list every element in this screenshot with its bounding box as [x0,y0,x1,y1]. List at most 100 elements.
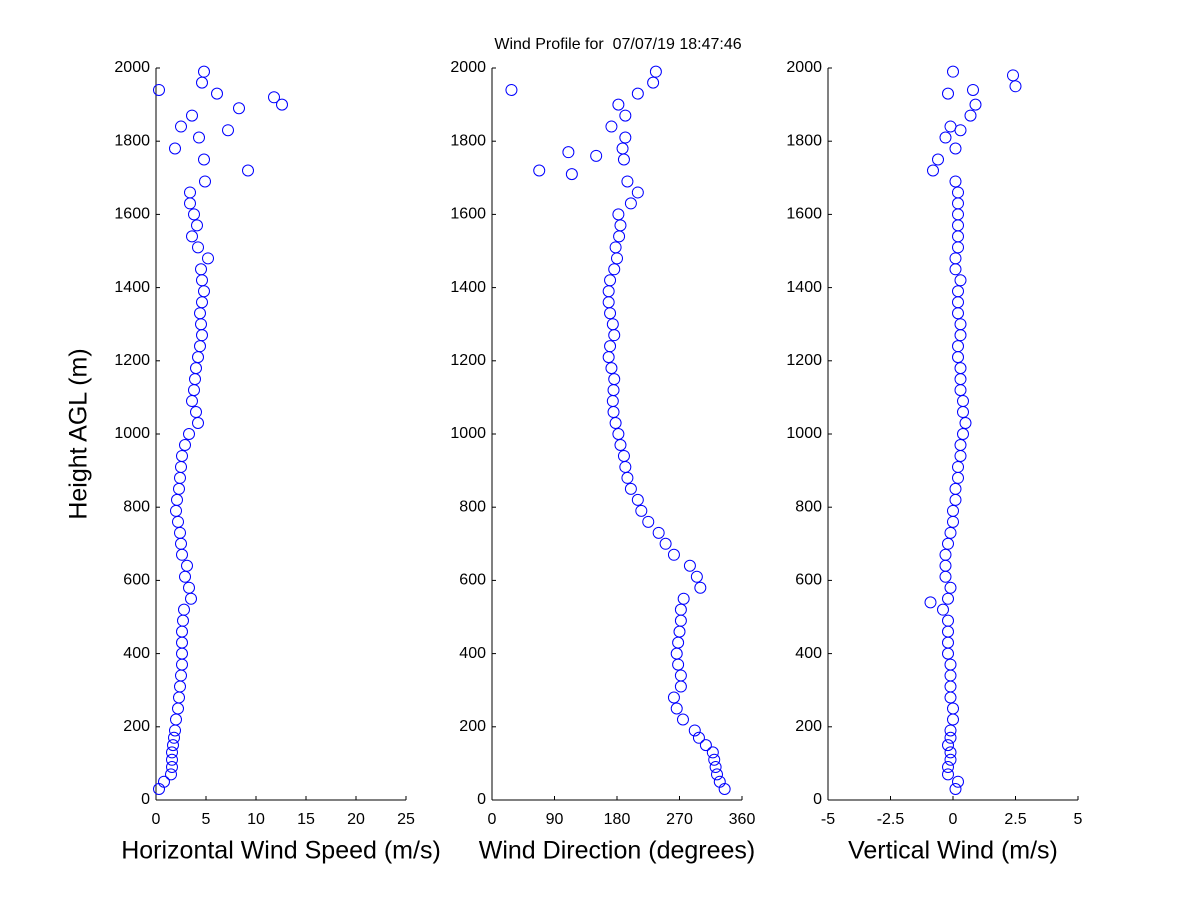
data-point [942,625,954,638]
data-point [171,493,183,506]
data-point [175,460,187,473]
data-point [612,98,625,111]
x-tick-label: 270 [666,811,693,828]
data-point [608,263,621,276]
x-tick-label: -2.5 [877,811,905,828]
data-point [604,340,617,353]
x-axis-label: Horizontal Wind Speed (m/s) [121,837,441,865]
y-tick-label: 400 [459,645,486,662]
data-point [947,65,959,78]
data-point [194,340,206,353]
data-point [621,471,634,484]
data-point [670,702,683,715]
data-point [677,592,690,605]
data-point [173,482,185,495]
y-tick-label: 600 [795,572,822,589]
data-point [952,460,964,473]
data-point [607,384,620,397]
data-point [172,702,184,715]
y-tick-label: 1600 [450,206,486,223]
data-point [169,724,181,737]
data-point [168,731,180,744]
data-point [1009,80,1022,93]
y-tick-label: 1200 [450,352,486,369]
x-tick-label: 5 [202,811,211,828]
data-point [692,731,705,744]
data-point [957,395,969,408]
data-point [616,142,629,155]
data-point [196,274,208,287]
data-point [642,515,655,528]
data-point [688,724,701,737]
data-point [947,713,959,726]
data-point [944,680,957,693]
data-point [947,702,959,715]
data-point [608,329,621,342]
x-tick-label: 90 [546,811,564,828]
data-point [190,362,202,375]
data-point [607,406,620,419]
data-point [153,783,165,796]
data-point [612,428,625,440]
data-point [177,614,189,627]
data-point [605,362,618,375]
data-point [170,713,182,726]
data-point [952,340,964,353]
data-point [276,98,288,111]
data-point [924,596,937,609]
data-point [192,417,204,430]
data-point [942,614,954,627]
data-point [165,768,177,781]
data-point [944,724,957,737]
y-tick-label: 1200 [786,352,822,369]
y-tick-label: 800 [795,498,822,515]
y-tick-label: 600 [123,572,150,589]
data-point [944,669,957,682]
data-point [672,658,685,671]
data-point [674,614,687,627]
data-point [185,592,197,605]
data-point [631,186,644,199]
data-point [170,504,182,517]
data-point [181,559,193,572]
data-point [954,124,967,137]
data-point [176,548,188,561]
y-tick-label: 1400 [114,279,150,296]
data-point [944,753,957,766]
data-point [196,329,208,342]
x-tick-label: 2.5 [1004,811,1026,828]
data-point [942,636,954,649]
data-point [673,625,686,638]
data-point [195,318,207,331]
y-tick-label: 1600 [786,206,822,223]
data-point [613,230,626,243]
x-axis-label: Wind Direction (degrees) [479,837,756,865]
data-point [176,449,188,462]
data-point [957,428,969,440]
data-point [942,768,954,781]
data-point [957,406,969,419]
data-point [176,636,188,649]
x-tick-label: 20 [347,811,365,828]
y-tick-label: 2000 [450,59,486,76]
data-point [602,296,615,309]
data-point [954,438,967,451]
data-point [952,775,964,788]
data-point [959,417,972,430]
data-point [667,548,680,561]
data-point [166,753,178,766]
data-point [192,241,204,254]
data-point [952,471,964,484]
data-point [690,570,703,583]
data-point [937,603,949,616]
data-point [608,373,621,386]
y-tick-label: 1800 [450,132,486,149]
x-tick-label: 0 [152,811,161,828]
data-point [605,120,618,133]
data-point [173,691,185,704]
data-point [942,761,954,774]
data-point [614,438,627,451]
data-point [713,775,726,788]
data-point [175,120,187,133]
